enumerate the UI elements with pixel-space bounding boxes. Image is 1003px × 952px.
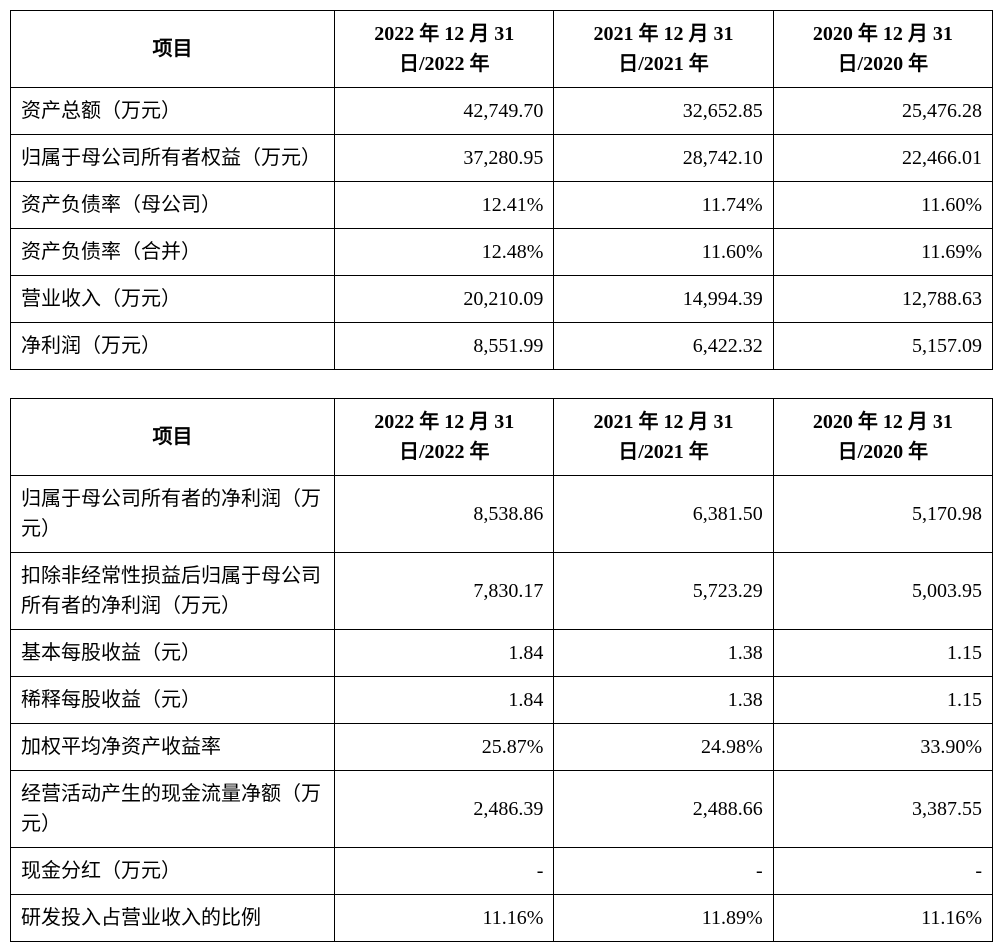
cell-value: 37,280.95 <box>335 135 554 182</box>
cell-value: 20,210.09 <box>335 276 554 323</box>
row-label: 归属于母公司所有者的净利润（万元） <box>11 476 335 553</box>
table-row: 现金分红（万元） - - - <box>11 848 993 895</box>
cell-value: - <box>554 848 773 895</box>
cell-value: 12,788.63 <box>773 276 992 323</box>
table-row: 归属于母公司所有者权益（万元） 37,280.95 28,742.10 22,4… <box>11 135 993 182</box>
row-label: 基本每股收益（元） <box>11 630 335 677</box>
cell-value: 11.89% <box>554 895 773 942</box>
cell-value: 1.15 <box>773 677 992 724</box>
cell-value: 2,486.39 <box>335 771 554 848</box>
cell-value: 33.90% <box>773 724 992 771</box>
table-row: 加权平均净资产收益率 25.87% 24.98% 33.90% <box>11 724 993 771</box>
cell-value: 25,476.28 <box>773 88 992 135</box>
cell-value: 14,994.39 <box>554 276 773 323</box>
cell-value: 5,157.09 <box>773 323 992 370</box>
cell-value: 5,723.29 <box>554 553 773 630</box>
header-2022: 2022 年 12 月 31 日/2022 年 <box>335 399 554 476</box>
table-row: 资产总额（万元） 42,749.70 32,652.85 25,476.28 <box>11 88 993 135</box>
row-label: 营业收入（万元） <box>11 276 335 323</box>
cell-value: 6,422.32 <box>554 323 773 370</box>
cell-value: 11.74% <box>554 182 773 229</box>
cell-value: 8,551.99 <box>335 323 554 370</box>
cell-value: - <box>335 848 554 895</box>
cell-value: 12.41% <box>335 182 554 229</box>
row-label: 资产总额（万元） <box>11 88 335 135</box>
header-2022: 2022 年 12 月 31 日/2022 年 <box>335 11 554 88</box>
table-row: 基本每股收益（元） 1.84 1.38 1.15 <box>11 630 993 677</box>
row-label: 稀释每股收益（元） <box>11 677 335 724</box>
row-label: 经营活动产生的现金流量净额（万元） <box>11 771 335 848</box>
header-2021: 2021 年 12 月 31 日/2021 年 <box>554 399 773 476</box>
row-label: 净利润（万元） <box>11 323 335 370</box>
cell-value: 1.38 <box>554 630 773 677</box>
cell-value: 11.16% <box>335 895 554 942</box>
cell-value: 3,387.55 <box>773 771 992 848</box>
cell-value: 8,538.86 <box>335 476 554 553</box>
financial-tables-page: 项目 2022 年 12 月 31 日/2022 年 2021 年 12 月 3… <box>10 10 993 942</box>
cell-value: 12.48% <box>335 229 554 276</box>
row-label: 研发投入占营业收入的比例 <box>11 895 335 942</box>
row-label: 加权平均净资产收益率 <box>11 724 335 771</box>
cell-value: 11.69% <box>773 229 992 276</box>
financial-table-1: 项目 2022 年 12 月 31 日/2022 年 2021 年 12 月 3… <box>10 10 993 370</box>
cell-value: 1.84 <box>335 630 554 677</box>
table-row: 归属于母公司所有者的净利润（万元） 8,538.86 6,381.50 5,17… <box>11 476 993 553</box>
cell-value: 2,488.66 <box>554 771 773 848</box>
header-item: 项目 <box>11 399 335 476</box>
table-row: 资产负债率（母公司） 12.41% 11.74% 11.60% <box>11 182 993 229</box>
table-row: 资产负债率（合并） 12.48% 11.60% 11.69% <box>11 229 993 276</box>
cell-value: 11.60% <box>773 182 992 229</box>
row-label: 扣除非经常性损益后归属于母公司所有者的净利润（万元） <box>11 553 335 630</box>
header-2020: 2020 年 12 月 31 日/2020 年 <box>773 399 992 476</box>
cell-value: - <box>773 848 992 895</box>
table-row: 营业收入（万元） 20,210.09 14,994.39 12,788.63 <box>11 276 993 323</box>
cell-value: 7,830.17 <box>335 553 554 630</box>
cell-value: 11.16% <box>773 895 992 942</box>
table-header-row: 项目 2022 年 12 月 31 日/2022 年 2021 年 12 月 3… <box>11 11 993 88</box>
cell-value: 32,652.85 <box>554 88 773 135</box>
cell-value: 22,466.01 <box>773 135 992 182</box>
table-row: 扣除非经常性损益后归属于母公司所有者的净利润（万元） 7,830.17 5,72… <box>11 553 993 630</box>
row-label: 资产负债率（合并） <box>11 229 335 276</box>
cell-value: 28,742.10 <box>554 135 773 182</box>
row-label: 归属于母公司所有者权益（万元） <box>11 135 335 182</box>
table-row: 稀释每股收益（元） 1.84 1.38 1.15 <box>11 677 993 724</box>
cell-value: 1.15 <box>773 630 992 677</box>
table-separator <box>10 370 993 398</box>
row-label: 现金分红（万元） <box>11 848 335 895</box>
cell-value: 25.87% <box>335 724 554 771</box>
header-2020: 2020 年 12 月 31 日/2020 年 <box>773 11 992 88</box>
table-header-row: 项目 2022 年 12 月 31 日/2022 年 2021 年 12 月 3… <box>11 399 993 476</box>
row-label: 资产负债率（母公司） <box>11 182 335 229</box>
cell-value: 5,003.95 <box>773 553 992 630</box>
cell-value: 24.98% <box>554 724 773 771</box>
financial-table-2: 项目 2022 年 12 月 31 日/2022 年 2021 年 12 月 3… <box>10 398 993 942</box>
table-row: 经营活动产生的现金流量净额（万元） 2,486.39 2,488.66 3,38… <box>11 771 993 848</box>
cell-value: 6,381.50 <box>554 476 773 553</box>
cell-value: 5,170.98 <box>773 476 992 553</box>
cell-value: 11.60% <box>554 229 773 276</box>
header-2021: 2021 年 12 月 31 日/2021 年 <box>554 11 773 88</box>
table-row: 净利润（万元） 8,551.99 6,422.32 5,157.09 <box>11 323 993 370</box>
header-item: 项目 <box>11 11 335 88</box>
cell-value: 42,749.70 <box>335 88 554 135</box>
cell-value: 1.38 <box>554 677 773 724</box>
table-row: 研发投入占营业收入的比例 11.16% 11.89% 11.16% <box>11 895 993 942</box>
cell-value: 1.84 <box>335 677 554 724</box>
